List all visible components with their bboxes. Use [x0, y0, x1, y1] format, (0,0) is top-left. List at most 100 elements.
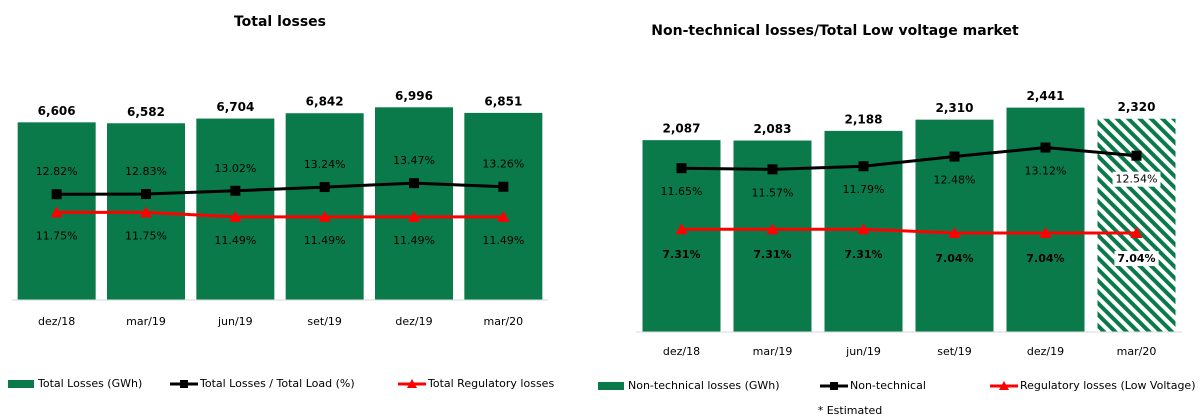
legend-marker: [999, 381, 1009, 390]
point-value-label: 12.82%: [36, 165, 78, 178]
legend-label: Regulatory losses (Low Voltage): [1020, 379, 1195, 392]
point-value-label: 7.04%: [935, 252, 973, 265]
marker: [319, 182, 330, 193]
legend-marker: [180, 380, 188, 388]
bar-value-label: 2,320: [1118, 100, 1156, 114]
legend-marker: [830, 382, 838, 390]
x-tick-label: set/19: [937, 345, 972, 358]
bar-value-label: 6,606: [38, 104, 76, 118]
bar: [375, 107, 453, 300]
point-value-label: 11.75%: [36, 229, 78, 242]
marker: [1039, 227, 1052, 239]
point-value-label: 12.83%: [125, 165, 167, 178]
marker: [50, 206, 63, 218]
x-tick-label: set/19: [307, 315, 342, 328]
line-series: [681, 227, 1137, 235]
bar-value-label: 2,310: [936, 101, 974, 115]
legend-label: Non-technical losses (GWh): [628, 379, 780, 392]
line-series: [56, 181, 504, 196]
point-value-label: 12.54%: [1116, 173, 1158, 186]
point-value-label: 12.48%: [934, 174, 976, 187]
point-value-label: 11.79%: [843, 183, 885, 196]
x-tick-label: mar/19: [126, 315, 166, 328]
marker: [675, 223, 688, 235]
legend-swatch: [8, 380, 34, 388]
bar: [1006, 107, 1085, 332]
point-value-label: 11.49%: [393, 234, 435, 247]
bar-value-label: 2,188: [845, 112, 883, 126]
point-value-label: 7.31%: [662, 248, 700, 261]
point-value-label: 11.57%: [752, 186, 794, 199]
legend-swatch: [598, 382, 624, 390]
marker: [1131, 150, 1142, 161]
marker: [409, 178, 419, 189]
bar-value-label: 6,996: [395, 89, 433, 103]
marker: [676, 163, 687, 174]
x-tick-label: jun/19: [845, 345, 881, 358]
bar: [915, 119, 994, 333]
x-tick-label: mar/20: [483, 315, 523, 328]
x-tick-label: mar/19: [753, 345, 793, 358]
marker: [948, 227, 961, 239]
legend-label: Total Regulatory losses: [427, 377, 554, 390]
marker: [767, 164, 778, 175]
marker: [766, 223, 779, 235]
x-tick-label: dez/19: [1027, 345, 1064, 358]
marker: [1040, 142, 1051, 153]
bar-value-label: 6,842: [306, 95, 344, 109]
point-value-label: 13.12%: [1025, 165, 1067, 178]
point-value-label: 7.31%: [753, 248, 791, 261]
point-value-label: 7.04%: [1026, 252, 1064, 265]
legend-marker: [407, 379, 417, 388]
marker: [318, 210, 331, 222]
bar-value-label: 6,704: [216, 100, 254, 114]
bar-value-label: 2,087: [663, 122, 701, 136]
x-tick-label: jun/19: [217, 315, 253, 328]
x-tick-label: dez/18: [38, 315, 75, 328]
label-box: [1114, 251, 1159, 267]
point-value-label: 11.65%: [661, 185, 703, 198]
x-tick-label: dez/18: [663, 345, 700, 358]
point-value-label: 13.02%: [214, 162, 256, 175]
marker: [949, 151, 960, 162]
marker: [858, 161, 869, 172]
marker: [51, 189, 62, 200]
bar-value-label: 2,441: [1027, 89, 1065, 103]
bar: [285, 113, 364, 300]
chart-title: Total losses: [234, 14, 326, 30]
point-value-label: 11.49%: [304, 234, 346, 247]
point-value-label: 11.49%: [214, 234, 256, 247]
line-series: [56, 210, 504, 219]
bar-value-label: 6,851: [484, 94, 522, 108]
x-tick-label: mar/20: [1117, 345, 1157, 358]
point-value-label: 7.04%: [1117, 252, 1155, 265]
marker: [141, 189, 151, 200]
line-series: [681, 146, 1137, 171]
bar: [464, 112, 543, 300]
marker: [229, 210, 242, 222]
legend-label: Total Losses (GWh): [37, 377, 142, 390]
marker: [140, 206, 152, 218]
marker: [1130, 227, 1143, 239]
point-value-label: 11.75%: [125, 229, 167, 242]
bar-value-label: 6,582: [127, 105, 165, 119]
marker: [497, 210, 510, 222]
point-value-label: 11.49%: [482, 234, 524, 247]
marker: [408, 210, 420, 222]
legend-label: Total Losses / Total Load (%): [199, 377, 355, 390]
label-box: [1112, 171, 1161, 187]
marker: [857, 223, 870, 235]
marker: [230, 185, 241, 196]
marker: [498, 181, 509, 192]
bar: [196, 118, 275, 300]
footnote: * Estimated: [818, 404, 883, 417]
chart-title: Non-technical losses/Total Low voltage m…: [651, 23, 1019, 39]
legend-label: Non-technical: [850, 379, 926, 392]
point-value-label: 13.47%: [393, 154, 435, 167]
point-value-label: 13.26%: [482, 158, 524, 171]
bar-value-label: 2,083: [754, 122, 792, 136]
x-tick-label: dez/19: [395, 315, 432, 328]
point-value-label: 7.31%: [844, 248, 882, 261]
point-value-label: 13.24%: [304, 158, 346, 171]
